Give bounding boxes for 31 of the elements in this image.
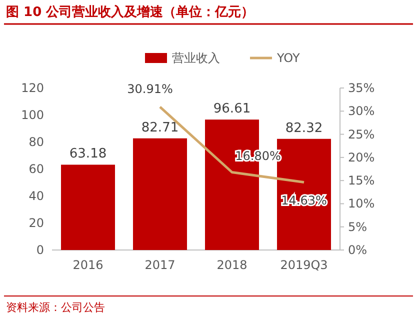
y-tick-label: 120: [21, 81, 44, 95]
y-tick-label: 100: [21, 108, 44, 122]
y-tick-label: 80: [28, 135, 44, 149]
x-tick-label: 2018: [216, 258, 248, 272]
y-tick-label: 60: [28, 162, 44, 176]
legend-label: 营业收入: [172, 51, 220, 65]
y2-tick-label: 15%: [348, 174, 375, 188]
y2-tick-label: 25%: [348, 127, 375, 142]
x-tick-label: 2016: [72, 258, 104, 272]
text: 资料来源：公司公告: [6, 301, 105, 314]
chart-title: 图 10 公司营业收入及增速（单位：亿元）: [6, 4, 254, 20]
y2-tick-label: 0%: [348, 243, 368, 257]
y-tick-label: 40: [28, 189, 44, 203]
bar: [133, 138, 187, 250]
data-label: 82.32: [285, 120, 323, 136]
y2-tick-label: 30%: [348, 104, 375, 118]
legend-label: YOY: [276, 51, 300, 65]
data-label: 30.91%: [127, 82, 173, 96]
bar: [61, 164, 115, 250]
y2-tick-label: 5%: [348, 220, 368, 234]
data-label: 82.71: [141, 120, 179, 136]
data-label: 14.63%: [281, 193, 327, 208]
y2-tick-label: 35%: [348, 81, 375, 95]
y-tick-label: 0: [36, 243, 44, 257]
x-tick-label: 2017: [144, 258, 176, 272]
y2-tick-label: 10%: [348, 196, 375, 211]
data-label: 96.61: [213, 102, 251, 117]
y-tick-label: 20: [28, 216, 44, 230]
y2-tick-label: 20%: [348, 150, 375, 164]
x-tick-label: 2019Q3: [280, 258, 328, 272]
data-label: 63.18: [69, 146, 107, 162]
